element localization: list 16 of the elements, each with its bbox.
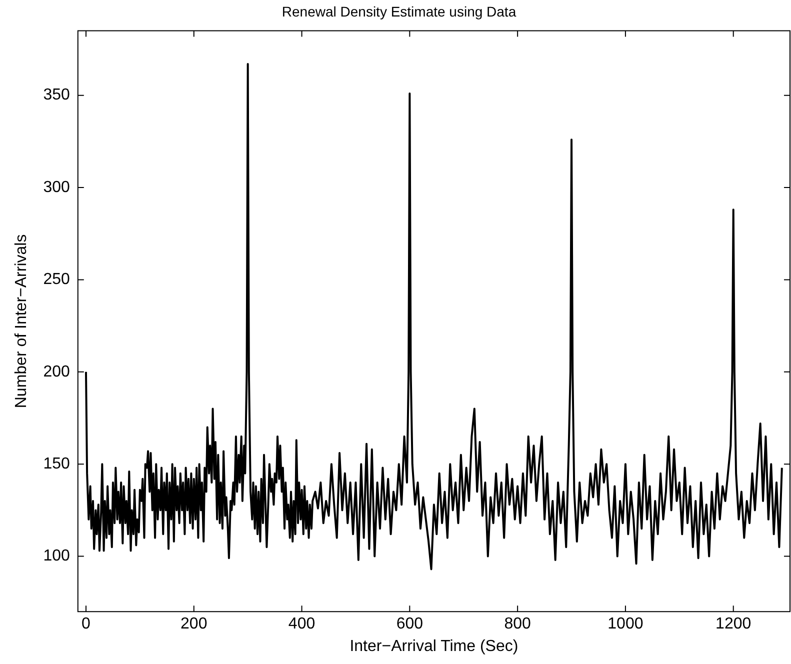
x-tick-label: 400	[288, 616, 316, 633]
y-tick-label: 300	[43, 178, 70, 196]
x-tick-label: 600	[396, 616, 424, 633]
y-tick-label: 100	[43, 548, 70, 565]
chart-title: Renewal Density Estimate using Data	[282, 3, 516, 20]
y-tick-label: 150	[43, 456, 70, 472]
x-tick-label: 200	[180, 616, 208, 633]
x-axis-title: Inter−Arrival Time (Sec)	[350, 638, 518, 655]
x-tick-label: 1000	[608, 616, 644, 633]
y-tick-label: 250	[43, 271, 70, 288]
x-tick-label: 0	[82, 616, 91, 633]
y-tick-label: 350	[43, 86, 70, 104]
x-tick-label: 1200	[716, 616, 752, 633]
y-axis-title: Number of Inter−Arrivals	[13, 234, 30, 408]
y-tick-label: 200	[43, 363, 70, 380]
x-tick-label: 800	[504, 616, 532, 633]
